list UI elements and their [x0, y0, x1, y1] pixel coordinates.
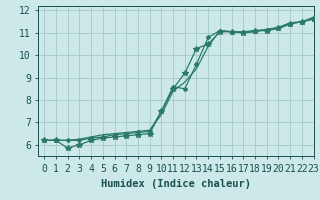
- X-axis label: Humidex (Indice chaleur): Humidex (Indice chaleur): [101, 179, 251, 189]
